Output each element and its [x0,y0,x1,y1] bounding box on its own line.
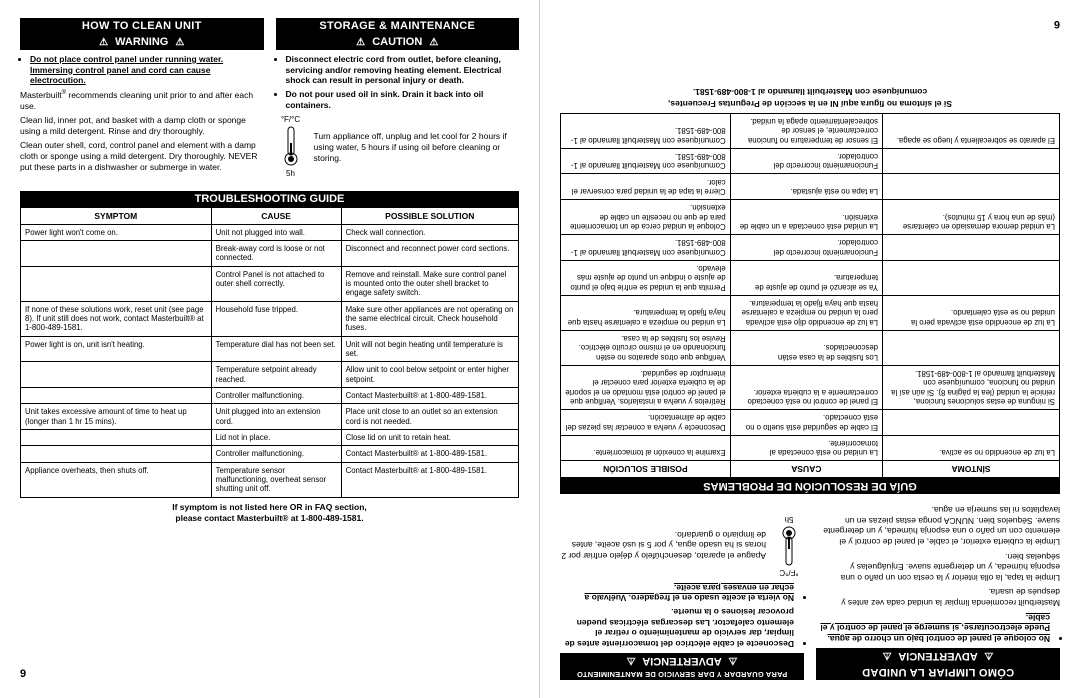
thermometer-icon: °F/°C 5h [276,116,306,178]
table-col: CAUSE [211,207,341,224]
clean-para2: Clean lid, inner pot, and basket with a … [20,115,264,136]
warning-text: WARNING [115,36,168,48]
table-col: POSSIBLE SOLUTION [341,207,518,224]
table-col: POSIBLE SOLUCIÓN [561,461,731,478]
table-row: La tapa no está ajustada.Cierre la tapa … [561,174,1060,200]
troubleshooting-header-es: GUÍA DE RESOLUCIÓN DE PROBLEMAS [560,479,1060,495]
clean-bullets: Do not place control panel under running… [20,54,264,86]
table-row: Unit takes excessive amount of time to h… [21,404,519,430]
table-row: El cable de seguridad está suelto o no e… [561,410,1060,436]
table-row: Si ninguna de estas soluciones funciona,… [561,365,1060,409]
table-row: Lid not in place.Close lid on unit to re… [21,430,519,446]
troubleshooting-table: SYMPTOMCAUSEPOSSIBLE SOLUTION Power ligh… [20,207,519,498]
storage-header-es: PARA GUARDAR Y DAR SERVICIO DE MANTENIMI… [560,669,804,680]
caution-bar: ⚠ CAUTION ⚠ [276,34,520,50]
troubleshooting-header: TROUBLESHOOTING GUIDE [20,191,519,207]
table-row: El aparato se sobrecalienta y luego se a… [561,113,1060,148]
table-row: Controller malfunctioning.Contact Master… [21,387,519,403]
storage-section-es: PARA GUARDAR Y DAR SERVICIO DE MANTENIMI… [560,501,804,681]
thermometer-icon: °F/°C 5h [774,514,804,576]
table-row: Los fusibles de la casa están desconecta… [561,330,1060,365]
clean-para1: Masterbuilt® recommends cleaning unit pr… [20,90,264,111]
right-page: CÓMO LIMPIAR LA UNIDAD ⚠ ADVERTENCIA ⚠ N… [540,0,1080,698]
warning-icon: ⚠ [984,650,993,661]
thermo-text: Turn appliance off, unplug and let cool … [314,131,520,163]
warning-icon: ⚠ [429,37,438,48]
warning-bar-es: ⚠ ADVERTENCIA ⚠ [816,648,1060,664]
table-row: Break-away cord is loose or not connecte… [21,240,519,266]
warning-icon: ⚠ [883,650,892,661]
table-row: Control Panel is not attached to outer s… [21,266,519,301]
warning-icon: ⚠ [99,37,108,48]
table-row: Temperature setpoint already reached.All… [21,362,519,388]
clean-header-es: CÓMO LIMPIAR LA UNIDAD [816,664,1060,680]
warning-icon: ⚠ [356,37,365,48]
page-number: 9 [20,668,26,680]
storage-bullets: Disconnect electric cord from outlet, be… [276,54,520,110]
caution-text: CAUTION [372,36,422,48]
storage-section: STORAGE & MAINTENANCE ⚠ CAUTION ⚠ Discon… [276,18,520,185]
caution-bar-es: ⚠ ADVERTENCIA ⚠ [560,653,804,669]
table-row: Funcionamiento incorrecto del controlado… [561,234,1060,260]
clean-para3: Clean outer shell, cord, control panel a… [20,140,264,172]
table-row: Appliance overheats, then shuts off.Temp… [21,462,519,497]
page-number-es: 6 [1054,18,1060,30]
clean-section-es: CÓMO LIMPIAR LA UNIDAD ⚠ ADVERTENCIA ⚠ N… [816,501,1060,681]
warning-icon: ⚠ [728,655,737,666]
footer-note: If symptom is not listed here OR in FAQ … [20,502,519,524]
table-row: La unidad demora demasiado en calentarse… [561,199,1060,234]
table-row: Funcionamiento incorrecto del controlado… [561,148,1060,174]
warning-bar: ⚠ WARNING ⚠ [20,34,264,50]
table-col: SÍNTOMA [883,461,1060,478]
troubleshooting-table-es: SÍNTOMACAUSAPOSIBLE SOLUCIÓN La luz de e… [560,113,1060,479]
table-row: La luz de encendido no se activa.La unid… [561,435,1060,461]
thermo-row: °F/°C 5h Turn appliance off, unplug and … [276,116,520,178]
table-row: Power light is on, unit isn't heating.Te… [21,336,519,362]
table-col: CAUSA [730,461,882,478]
table-row: If none of these solutions work, reset u… [21,301,519,336]
warning-icon: ⚠ [175,37,184,48]
left-page: HOW TO CLEAN UNIT ⚠ WARNING ⚠ Do not pla… [0,0,540,698]
how-to-clean-section: HOW TO CLEAN UNIT ⚠ WARNING ⚠ Do not pla… [20,18,264,185]
table-row: Ya se alcanzó el punto de ajuste de temp… [561,260,1060,295]
table-row: La luz de encendido está activada pero l… [561,295,1060,330]
storage-header: STORAGE & MAINTENANCE [276,18,520,34]
table-col: SYMPTOM [21,207,212,224]
table-row: Power light won't come on.Unit not plugg… [21,224,519,240]
warning-icon: ⚠ [627,655,636,666]
table-row: Controller malfunctioning.Contact Master… [21,446,519,462]
clean-header: HOW TO CLEAN UNIT [20,18,264,34]
